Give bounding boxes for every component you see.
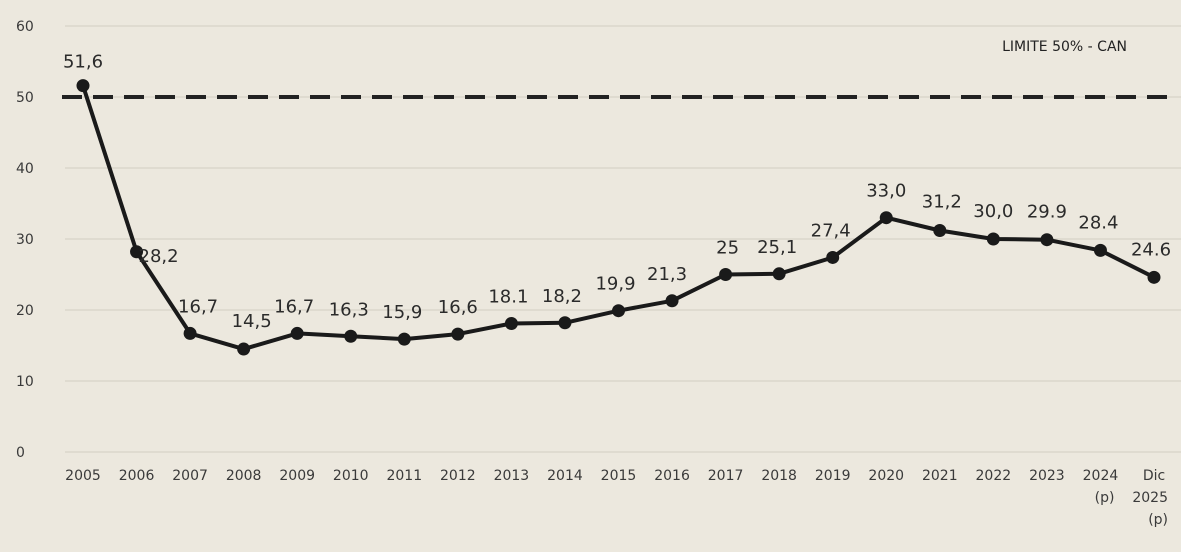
x-tick-label-2006-0: 2006 <box>119 468 155 484</box>
data-points <box>76 79 1161 356</box>
data-point-2022 <box>986 232 1000 246</box>
x-tick-label-2014-0: 2014 <box>547 468 583 484</box>
x-tick-label-2024-(p)-1: (p) <box>1095 490 1115 506</box>
data-label-2005: 51,6 <box>63 52 103 73</box>
y-tick-label-30: 30 <box>16 232 34 248</box>
data-point-2014 <box>558 316 572 330</box>
data-label-2011: 15,9 <box>382 302 422 323</box>
data-point-2009 <box>290 326 304 340</box>
x-tick-label-2018-0: 2018 <box>761 468 797 484</box>
x-tick-label-Dic-2025-(p)-0: Dic <box>1143 468 1165 484</box>
data-point-2020 <box>879 211 893 225</box>
data-labels: 51,628,216,714,516,7 16,3 15,9 16,618.1 18,2… <box>63 52 1171 332</box>
data-label-2006: 28,2 <box>139 246 179 267</box>
data-label-2010: 16,3 <box>329 299 369 320</box>
data-label-2018: 25,1 <box>757 237 797 258</box>
x-tick-label-2010-0: 2010 <box>333 468 369 484</box>
data-point-2023 <box>1040 233 1054 247</box>
limit-reference-label: LIMITE 50% - CAN <box>1002 39 1127 55</box>
x-tick-label-2019-0: 2019 <box>815 468 851 484</box>
x-tick-label-2021-0: 2021 <box>922 468 958 484</box>
x-tick-label-2020-0: 2020 <box>868 468 904 484</box>
x-tick-label-2024-(p)-0: 2024 <box>1083 468 1119 484</box>
data-point-2008 <box>237 342 251 356</box>
x-tick-label-Dic-2025-(p)-1: 2025 <box>1132 490 1168 506</box>
data-label-Dic-2025-(p): 24.6 <box>1131 239 1171 260</box>
data-point-2017 <box>719 268 733 281</box>
y-tick-label-20: 20 <box>16 303 34 319</box>
y-tick-label-0: 0 <box>16 445 25 461</box>
x-tick-label-2022-0: 2022 <box>976 468 1012 484</box>
data-label-2022: 30,0 <box>973 201 1013 222</box>
x-tick-label-Dic-2025-(p)-2: (p) <box>1148 512 1168 528</box>
data-point-2021 <box>933 223 947 237</box>
data-label-2024-(p): 28.4 <box>1078 212 1118 233</box>
x-tick-label-2012-0: 2012 <box>440 468 476 484</box>
x-tick-label-2005-0: 2005 <box>65 468 101 484</box>
x-tick-label-2023-0: 2023 <box>1029 468 1065 484</box>
data-label-2016: 21,3 <box>647 264 687 285</box>
y-tick-label-50: 50 <box>16 90 34 106</box>
data-point-2013 <box>504 316 518 330</box>
x-tick-label-2016-0: 2016 <box>654 468 690 484</box>
data-label-2012: 16,6 <box>438 297 478 318</box>
data-label-2014: 18,2 <box>542 286 582 307</box>
y-axis-ticks: 0 10 20 30 40 50 60 <box>16 19 34 461</box>
data-label-2023: 29.9 <box>1027 202 1067 223</box>
data-label-2015: 19,9 <box>595 274 635 295</box>
y-tick-label-60: 60 <box>16 19 34 35</box>
data-point-2018 <box>772 267 786 281</box>
x-tick-label-2009-0: 2009 <box>279 468 315 484</box>
data-point-2005 <box>76 79 90 93</box>
reference-line-group: LIMITE 50% - CAN <box>62 39 1175 99</box>
x-tick-label-2011-0: 2011 <box>386 468 422 484</box>
x-tick-label-2013-0: 2013 <box>494 468 530 484</box>
data-point-2006 <box>130 245 144 259</box>
data-point-Dic-2025-(p) <box>1147 270 1161 284</box>
data-point-2015 <box>612 304 625 318</box>
data-label-2020: 33,0 <box>866 181 906 202</box>
data-label-2017: 25 <box>716 238 739 259</box>
data-label-2013: 18.1 <box>488 286 528 307</box>
x-tick-label-2008-0: 2008 <box>226 468 262 484</box>
data-label-2007: 16,7 <box>178 296 218 317</box>
data-label-2008: 14,5 <box>232 311 272 332</box>
y-tick-label-10: 10 <box>16 374 34 390</box>
data-point-2007 <box>183 326 197 340</box>
data-point-2019 <box>826 250 840 264</box>
x-tick-label-2007-0: 2007 <box>172 468 208 484</box>
data-point-2010 <box>344 329 358 343</box>
x-tick-label-2015-0: 2015 <box>601 468 637 484</box>
data-point-2011 <box>397 332 411 346</box>
data-point-2016 <box>665 294 679 308</box>
y-tick-label-40: 40 <box>16 161 34 177</box>
data-label-2021: 31,2 <box>922 191 962 212</box>
data-point-2012 <box>451 327 465 341</box>
x-tick-label-2017-0: 2017 <box>708 468 744 484</box>
data-point-2024-(p) <box>1093 243 1107 257</box>
data-label-2009: 16,7 <box>274 296 314 317</box>
x-axis-ticks: 2005 2006 2007 2008 2009 2010 2011 2012 2013 2014… <box>65 468 1168 528</box>
data-label-2019: 27,4 <box>811 220 851 241</box>
